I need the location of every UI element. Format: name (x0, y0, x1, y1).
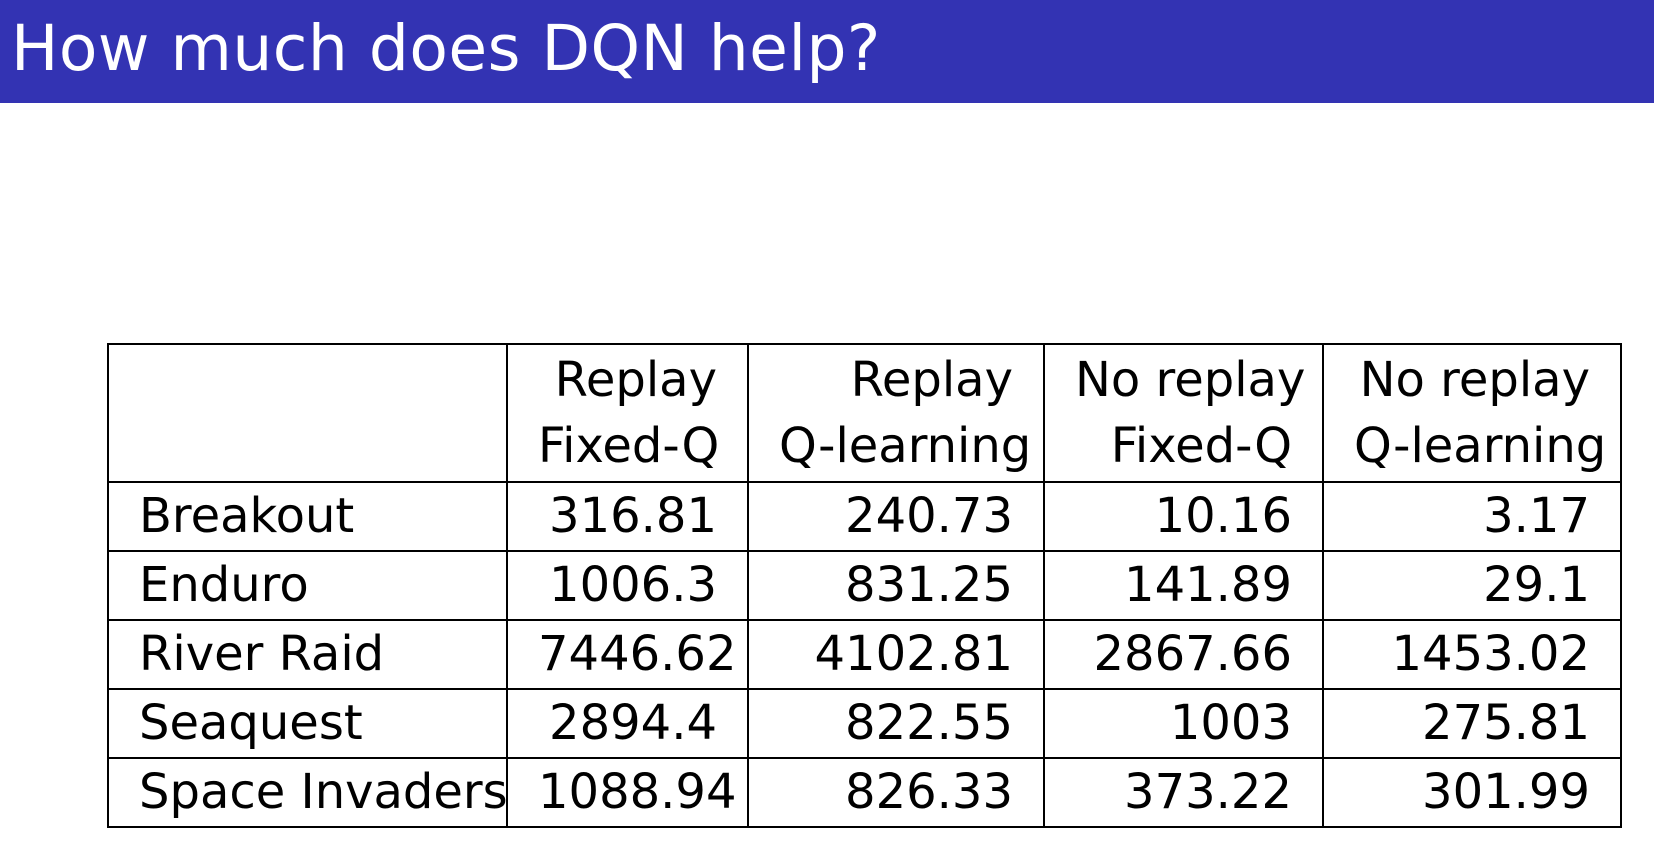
score-cell: 316.81 (506, 481, 749, 552)
results-table: Replay Fixed-Q Replay Q-learning No repl… (107, 343, 1622, 828)
score-cell: 29.1 (1322, 550, 1622, 621)
slide-title: How much does DQN help? (11, 12, 881, 85)
column-header-line1: Replay (850, 352, 1013, 408)
score-cell: 831.25 (747, 550, 1045, 621)
column-header-line2: Q-learning (779, 418, 1032, 474)
score-cell: 301.99 (1322, 757, 1622, 828)
score-cell: 4102.81 (747, 619, 1045, 690)
score-cell: 1088.94 (506, 757, 749, 828)
score-cell: 275.81 (1322, 688, 1622, 759)
column-header-line1: No replay (1359, 352, 1590, 408)
column-header-line2: Fixed-Q (1110, 418, 1292, 474)
column-header-line1: Replay (554, 352, 717, 408)
column-header: Replay Fixed-Q (506, 343, 749, 483)
column-header: Replay Q-learning (747, 343, 1045, 483)
score-cell: 2867.66 (1043, 619, 1324, 690)
column-header: No replay Fixed-Q (1043, 343, 1324, 483)
column-header-line2: Fixed-Q (538, 418, 720, 474)
column-header-line2: Q-learning (1354, 418, 1607, 474)
table-row: Enduro 1006.3 831.25 141.89 29.1 (107, 550, 1622, 621)
game-name-cell: Breakout (107, 481, 508, 552)
game-name-cell: River Raid (107, 619, 508, 690)
column-header-line1: No replay (1075, 352, 1306, 408)
score-cell: 10.16 (1043, 481, 1324, 552)
game-name-cell: Space Invaders (107, 757, 508, 828)
column-header: No replay Q-learning (1322, 343, 1622, 483)
table-row: River Raid 7446.62 4102.81 2867.66 1453.… (107, 619, 1622, 690)
score-cell: 822.55 (747, 688, 1045, 759)
game-name-cell: Seaquest (107, 688, 508, 759)
table-header-row: Replay Fixed-Q Replay Q-learning No repl… (107, 343, 1622, 483)
score-cell: 2894.4 (506, 688, 749, 759)
score-cell: 240.73 (747, 481, 1045, 552)
score-cell: 7446.62 (506, 619, 749, 690)
table-corner-cell (107, 343, 508, 483)
score-cell: 1003 (1043, 688, 1324, 759)
score-cell: 3.17 (1322, 481, 1622, 552)
table-row: Breakout 316.81 240.73 10.16 3.17 (107, 481, 1622, 552)
score-cell: 373.22 (1043, 757, 1324, 828)
table-row: Space Invaders 1088.94 826.33 373.22 301… (107, 757, 1622, 828)
table-row: Seaquest 2894.4 822.55 1003 275.81 (107, 688, 1622, 759)
score-cell: 1006.3 (506, 550, 749, 621)
score-cell: 826.33 (747, 757, 1045, 828)
score-cell: 141.89 (1043, 550, 1324, 621)
slide-title-bar: How much does DQN help? (0, 0, 1654, 103)
score-cell: 1453.02 (1322, 619, 1622, 690)
game-name-cell: Enduro (107, 550, 508, 621)
